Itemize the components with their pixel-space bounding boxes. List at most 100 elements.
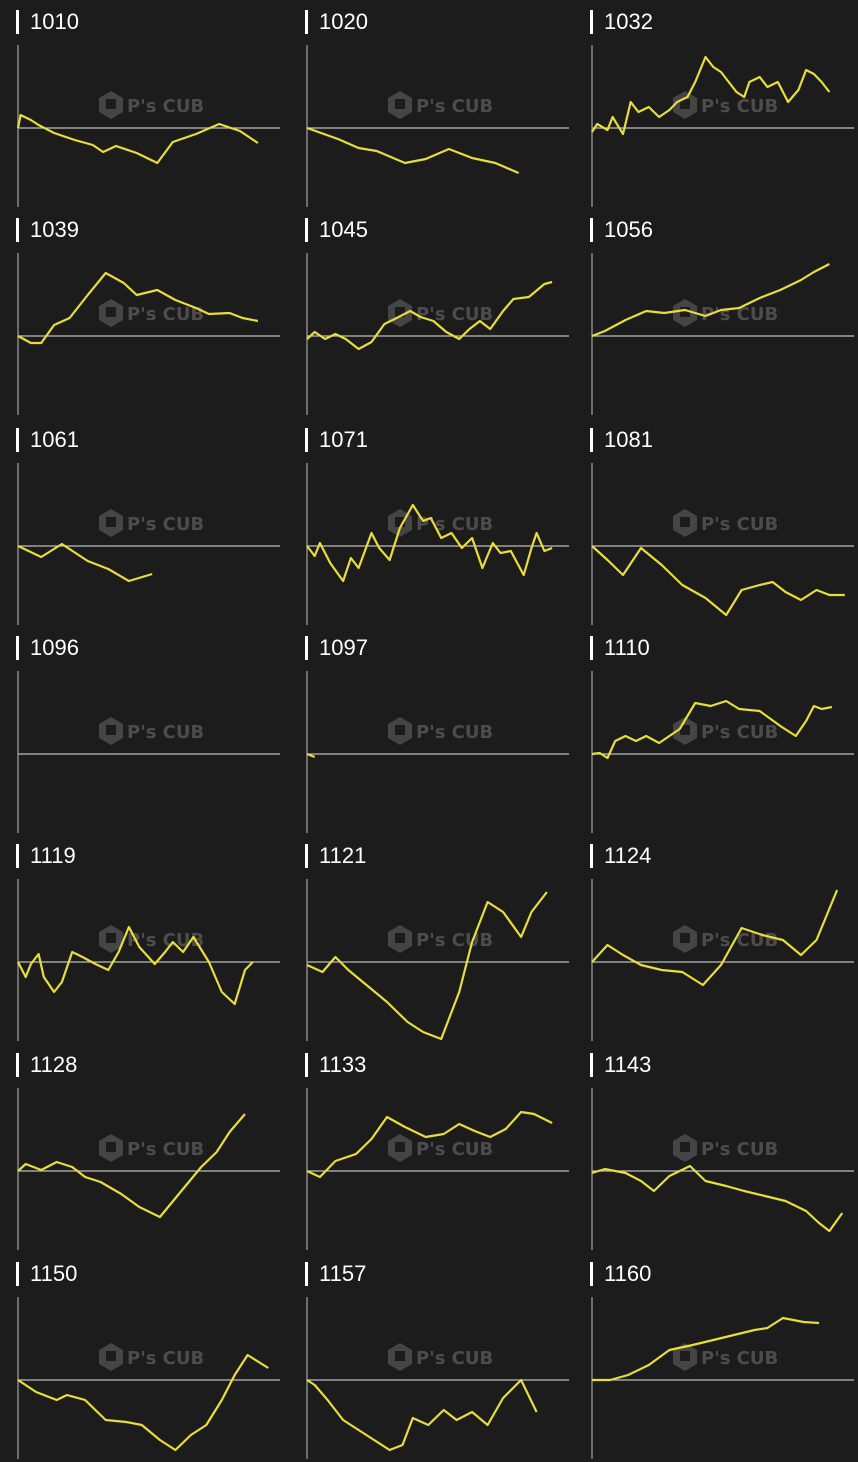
chart-panel: 1020 P's CUBE	[305, 0, 573, 208]
svg-text:P's CUBE: P's CUBE	[127, 722, 206, 743]
title-marker	[16, 10, 19, 34]
chart-title: 1128	[30, 1052, 78, 1077]
series-line	[591, 263, 830, 338]
svg-text:P's CUBE: P's CUBE	[701, 96, 780, 117]
chart-title: 1096	[30, 635, 79, 660]
chart-title: 1010	[30, 9, 79, 34]
watermark-logo: P's CUBE	[96, 922, 217, 960]
title-marker	[305, 636, 308, 660]
svg-text:P's CUBE: P's CUBE	[416, 1139, 495, 1160]
title-marker	[305, 10, 308, 34]
series-line	[591, 699, 833, 760]
watermark-logo: P's CUBE	[670, 506, 791, 544]
watermark-logo: P's CUBE	[385, 1340, 506, 1378]
line-chart	[591, 463, 854, 625]
series-line	[591, 889, 839, 987]
watermark-logo: P's CUBE	[96, 714, 217, 752]
title-marker	[305, 1262, 308, 1286]
chart-title: 1039	[30, 217, 79, 242]
line-chart	[591, 253, 854, 415]
chart-title: 1157	[319, 1261, 367, 1286]
title-marker	[16, 1053, 19, 1077]
title-marker	[16, 636, 19, 660]
line-chart	[17, 879, 280, 1041]
chart-title: 1071	[319, 427, 368, 452]
chart-title: 1045	[319, 217, 368, 242]
line-chart	[591, 671, 854, 833]
watermark-logo: P's CUBE	[96, 296, 217, 334]
line-chart	[591, 879, 854, 1041]
watermark-logo: P's CUBE	[96, 1131, 217, 1169]
watermark-logo: P's CUBE	[96, 88, 217, 126]
svg-text:P's CUBE: P's CUBE	[416, 930, 495, 951]
series-line	[592, 1316, 820, 1382]
series-line	[306, 752, 316, 759]
title-marker	[16, 218, 19, 242]
chart-title: 1032	[604, 9, 653, 34]
svg-text:P's CUBE: P's CUBE	[127, 1348, 206, 1369]
chart-panel: 1157 P's CUBE	[305, 1252, 573, 1460]
svg-text:P's CUBE: P's CUBE	[127, 1139, 206, 1160]
line-chart	[17, 671, 280, 833]
chart-panel: 1039 P's CUBE	[16, 208, 284, 416]
chart-title: 1056	[604, 217, 653, 242]
chart-panel: 1097 P's CUBE	[305, 626, 573, 834]
chart-panel: 1128 P's CUBE	[16, 1043, 284, 1251]
chart-panel: 1081 P's CUBE	[590, 418, 858, 626]
chart-title: 1143	[604, 1052, 652, 1077]
svg-text:P's CUBE: P's CUBE	[701, 514, 780, 535]
line-chart	[16, 45, 280, 207]
watermark-logo: P's CUBE	[385, 506, 506, 544]
line-chart	[17, 1297, 280, 1459]
series-line	[591, 55, 831, 136]
chart-panel: 1133 P's CUBE	[305, 1043, 573, 1251]
chart-panel: 1150 P's CUBE	[16, 1252, 284, 1460]
chart-title: 1119	[30, 843, 76, 868]
chart-panel: 1032 P's CUBE	[590, 0, 858, 208]
line-chart	[591, 45, 854, 207]
svg-text:P's CUBE: P's CUBE	[701, 1348, 780, 1369]
chart-title: 1124	[604, 843, 652, 868]
chart-title: 1160	[604, 1261, 652, 1286]
svg-text:P's CUBE: P's CUBE	[127, 514, 206, 535]
watermark-logo: P's CUBE	[670, 1131, 791, 1169]
chart-title: 1150	[30, 1261, 78, 1286]
chart-panel: 1143 P's CUBE	[590, 1043, 858, 1251]
title-marker	[590, 218, 593, 242]
chart-panel: 1010 P's CUBE	[16, 0, 284, 208]
watermark-logo: P's CUBE	[670, 922, 791, 960]
watermark-logo: P's CUBE	[96, 506, 217, 544]
svg-text:P's CUBE: P's CUBE	[416, 1348, 495, 1369]
series-line	[16, 113, 259, 165]
series-line	[306, 1110, 553, 1179]
chart-title: 1121	[319, 843, 367, 868]
series-line	[591, 1164, 844, 1233]
title-marker	[305, 844, 308, 868]
line-chart	[17, 463, 280, 625]
chart-title: 1133	[319, 1052, 367, 1077]
title-marker	[16, 1262, 19, 1286]
chart-panel: 1045 P's CUBE	[305, 208, 573, 416]
watermark-logo: P's CUBE	[670, 88, 791, 126]
svg-text:P's CUBE: P's CUBE	[701, 1139, 780, 1160]
series-line	[591, 545, 845, 617]
line-chart	[306, 879, 569, 1041]
watermark-logo: P's CUBE	[385, 714, 506, 752]
series-line	[306, 126, 520, 175]
line-chart	[17, 1088, 280, 1250]
svg-text:P's CUBE: P's CUBE	[701, 930, 780, 951]
chart-panel: 1096 P's CUBE	[16, 626, 284, 834]
svg-text:P's CUBE: P's CUBE	[416, 722, 495, 743]
title-marker	[16, 844, 19, 868]
title-marker	[590, 844, 593, 868]
svg-text:P's CUBE: P's CUBE	[127, 96, 206, 117]
title-marker	[590, 1053, 593, 1077]
title-marker	[590, 10, 593, 34]
svg-text:P's CUBE: P's CUBE	[416, 514, 495, 535]
series-line	[17, 925, 254, 1006]
line-chart	[306, 463, 569, 625]
line-chart	[306, 253, 569, 415]
series-line	[17, 542, 153, 583]
title-marker	[305, 218, 308, 242]
